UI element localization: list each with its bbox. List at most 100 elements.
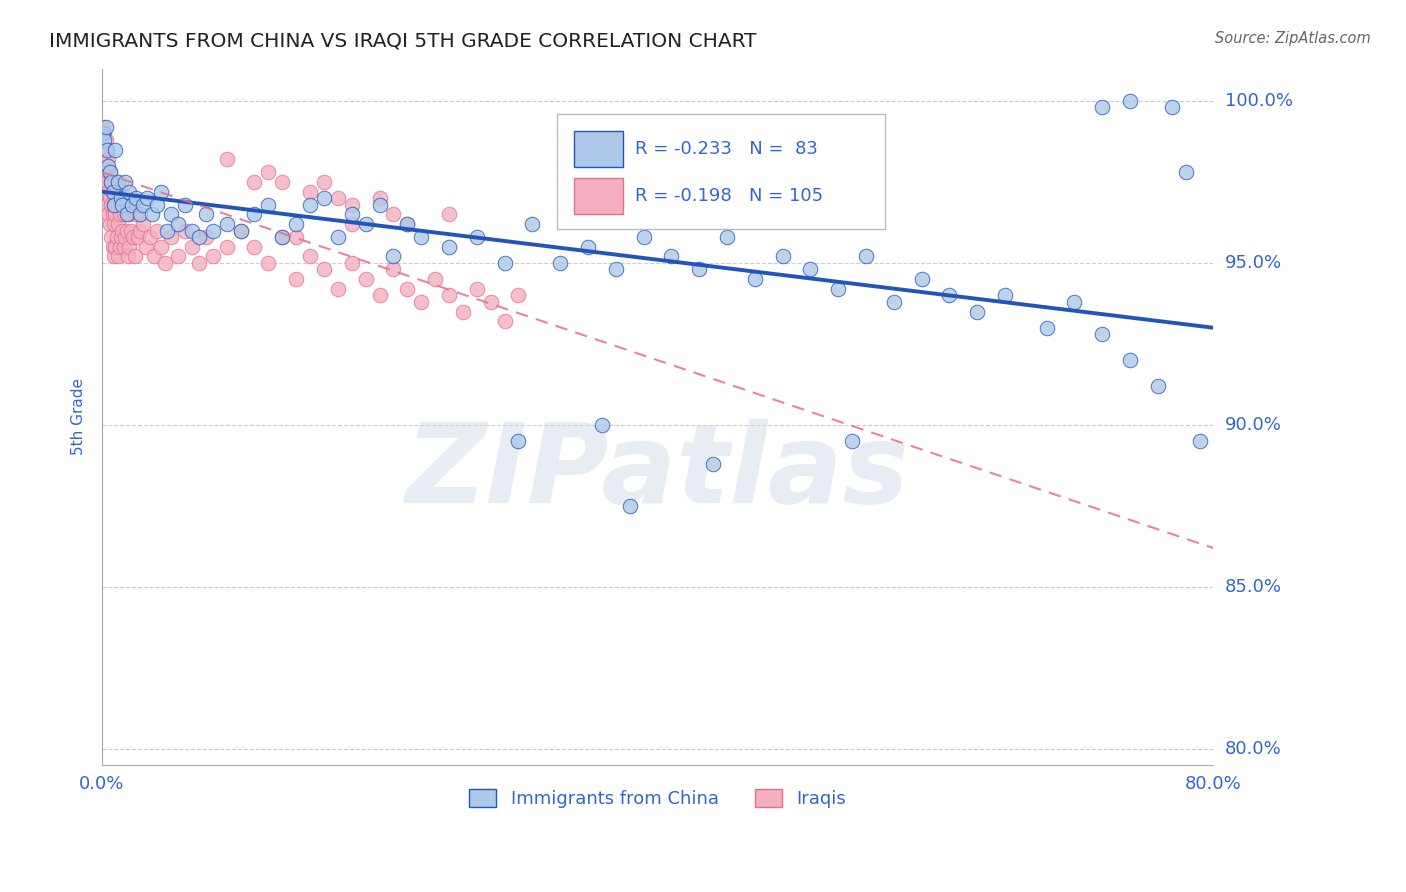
Point	[799, 262, 821, 277]
Point	[141, 207, 163, 221]
Text: ZIPatlas: ZIPatlas	[405, 419, 910, 526]
Point	[96, 175, 118, 189]
Point	[508, 288, 530, 302]
FancyBboxPatch shape	[574, 178, 623, 214]
Text: Source: ZipAtlas.com: Source: ZipAtlas.com	[1215, 31, 1371, 46]
Point	[229, 223, 252, 237]
Point	[124, 250, 146, 264]
Point	[121, 197, 143, 211]
FancyBboxPatch shape	[574, 131, 623, 168]
Point	[93, 153, 115, 167]
Point	[522, 217, 544, 231]
Point	[155, 256, 177, 270]
Point	[146, 223, 169, 237]
Point	[91, 126, 114, 140]
Point	[98, 191, 121, 205]
Point	[97, 185, 120, 199]
Point	[98, 165, 121, 179]
Point	[883, 294, 905, 309]
Point	[855, 250, 877, 264]
Point	[1035, 320, 1057, 334]
Point	[396, 282, 419, 296]
Point	[396, 217, 419, 231]
Point	[591, 417, 613, 432]
Point	[396, 217, 419, 231]
Point	[115, 207, 138, 221]
Point	[127, 230, 149, 244]
Point	[96, 143, 118, 157]
Point	[111, 185, 134, 199]
Point	[271, 230, 294, 244]
Point	[98, 217, 121, 231]
Point	[326, 282, 349, 296]
Point	[1091, 327, 1114, 342]
Point	[104, 207, 127, 221]
Legend: Immigrants from China, Iraqis: Immigrants from China, Iraqis	[461, 781, 853, 815]
Point	[271, 175, 294, 189]
Point	[91, 143, 114, 157]
Point	[194, 230, 217, 244]
Point	[312, 175, 335, 189]
Point	[104, 175, 127, 189]
Point	[1174, 165, 1197, 179]
Point	[494, 314, 516, 328]
Point	[103, 197, 125, 211]
Text: 100.0%: 100.0%	[1225, 92, 1292, 110]
Point	[114, 175, 136, 189]
Point	[120, 223, 142, 237]
Point	[382, 262, 405, 277]
Point	[229, 223, 252, 237]
Point	[115, 223, 138, 237]
Point	[108, 207, 131, 221]
Point	[354, 217, 377, 231]
Point	[827, 282, 849, 296]
Point	[285, 230, 308, 244]
Point	[966, 304, 988, 318]
Point	[215, 153, 238, 167]
Point	[132, 217, 155, 231]
Point	[139, 230, 162, 244]
Point	[117, 250, 139, 264]
Point	[312, 262, 335, 277]
Point	[194, 207, 217, 221]
Point	[340, 217, 363, 231]
Point	[605, 262, 627, 277]
Text: 95.0%: 95.0%	[1225, 254, 1282, 272]
Point	[103, 197, 125, 211]
Point	[437, 207, 460, 221]
Point	[121, 197, 143, 211]
Point	[702, 457, 724, 471]
Point	[465, 282, 488, 296]
Point	[494, 256, 516, 270]
Point	[215, 217, 238, 231]
Point	[298, 250, 321, 264]
Point	[180, 223, 202, 237]
Point	[451, 304, 474, 318]
Point	[285, 272, 308, 286]
Point	[1091, 100, 1114, 114]
Point	[103, 250, 125, 264]
Point	[111, 197, 134, 211]
Point	[156, 223, 179, 237]
Point	[97, 153, 120, 167]
Point	[110, 230, 132, 244]
Point	[257, 165, 280, 179]
Point	[1188, 434, 1211, 449]
Point	[437, 240, 460, 254]
Point	[215, 240, 238, 254]
Point	[110, 191, 132, 205]
Point	[122, 230, 145, 244]
Point	[94, 165, 117, 179]
Text: 90.0%: 90.0%	[1225, 416, 1281, 434]
Point	[97, 159, 120, 173]
Point	[105, 197, 128, 211]
Point	[285, 217, 308, 231]
Point	[125, 207, 148, 221]
Point	[910, 272, 932, 286]
Point	[101, 185, 124, 199]
Point	[100, 230, 122, 244]
Point	[508, 434, 530, 449]
Point	[187, 256, 209, 270]
Point	[107, 217, 129, 231]
Text: R = -0.233   N =  83: R = -0.233 N = 83	[636, 140, 818, 158]
